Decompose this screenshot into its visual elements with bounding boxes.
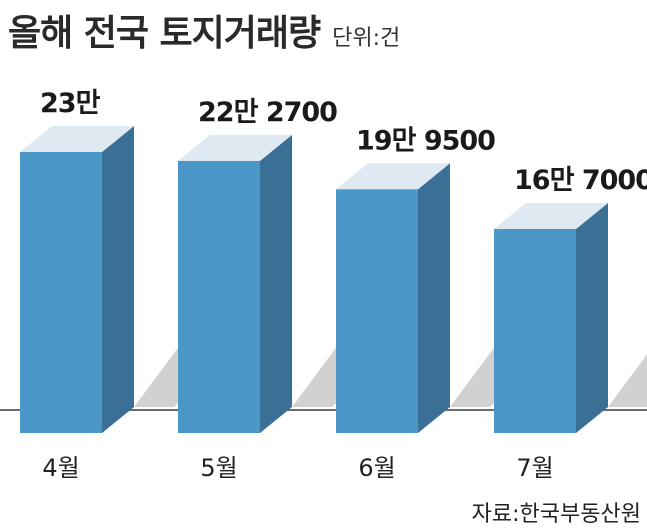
data-label: 19만 9500 xyxy=(356,125,495,156)
bar-side xyxy=(418,163,450,433)
bar-side xyxy=(102,126,134,433)
bar-side xyxy=(260,134,292,433)
bar-group-3: 19만 9500 6월 xyxy=(336,125,568,482)
category-label: 6월 xyxy=(358,454,395,482)
bar xyxy=(20,152,102,433)
bar xyxy=(336,189,418,433)
bar-group-2: 22만 2700 5월 xyxy=(178,97,410,482)
category-label: 5월 xyxy=(200,454,237,482)
data-label: 22만 2700 xyxy=(198,97,337,128)
bar-top xyxy=(494,202,608,229)
bar-shadow xyxy=(608,354,647,407)
bar xyxy=(494,228,576,433)
category-label: 4월 xyxy=(42,454,79,482)
category-label: 7월 xyxy=(516,454,553,482)
source-note: 자료:한국부동산원 xyxy=(471,502,641,527)
bar-top xyxy=(336,163,450,190)
bar-group-4: 16만 7000 7월 xyxy=(494,165,647,482)
bar xyxy=(178,160,260,433)
bar-side xyxy=(576,202,608,433)
chart-title: 올해 전국 토지거래량 xyxy=(8,13,321,54)
bar-top xyxy=(178,134,292,161)
bar-top xyxy=(20,126,134,152)
data-label: 16만 7000 xyxy=(514,165,647,196)
unit-label: 단위:건 xyxy=(332,26,401,51)
data-label: 23만 xyxy=(40,88,101,119)
bar-group-1: 23만 4월 xyxy=(20,88,252,482)
title-row: 올해 전국 토지거래량 단위:건 xyxy=(8,4,400,64)
